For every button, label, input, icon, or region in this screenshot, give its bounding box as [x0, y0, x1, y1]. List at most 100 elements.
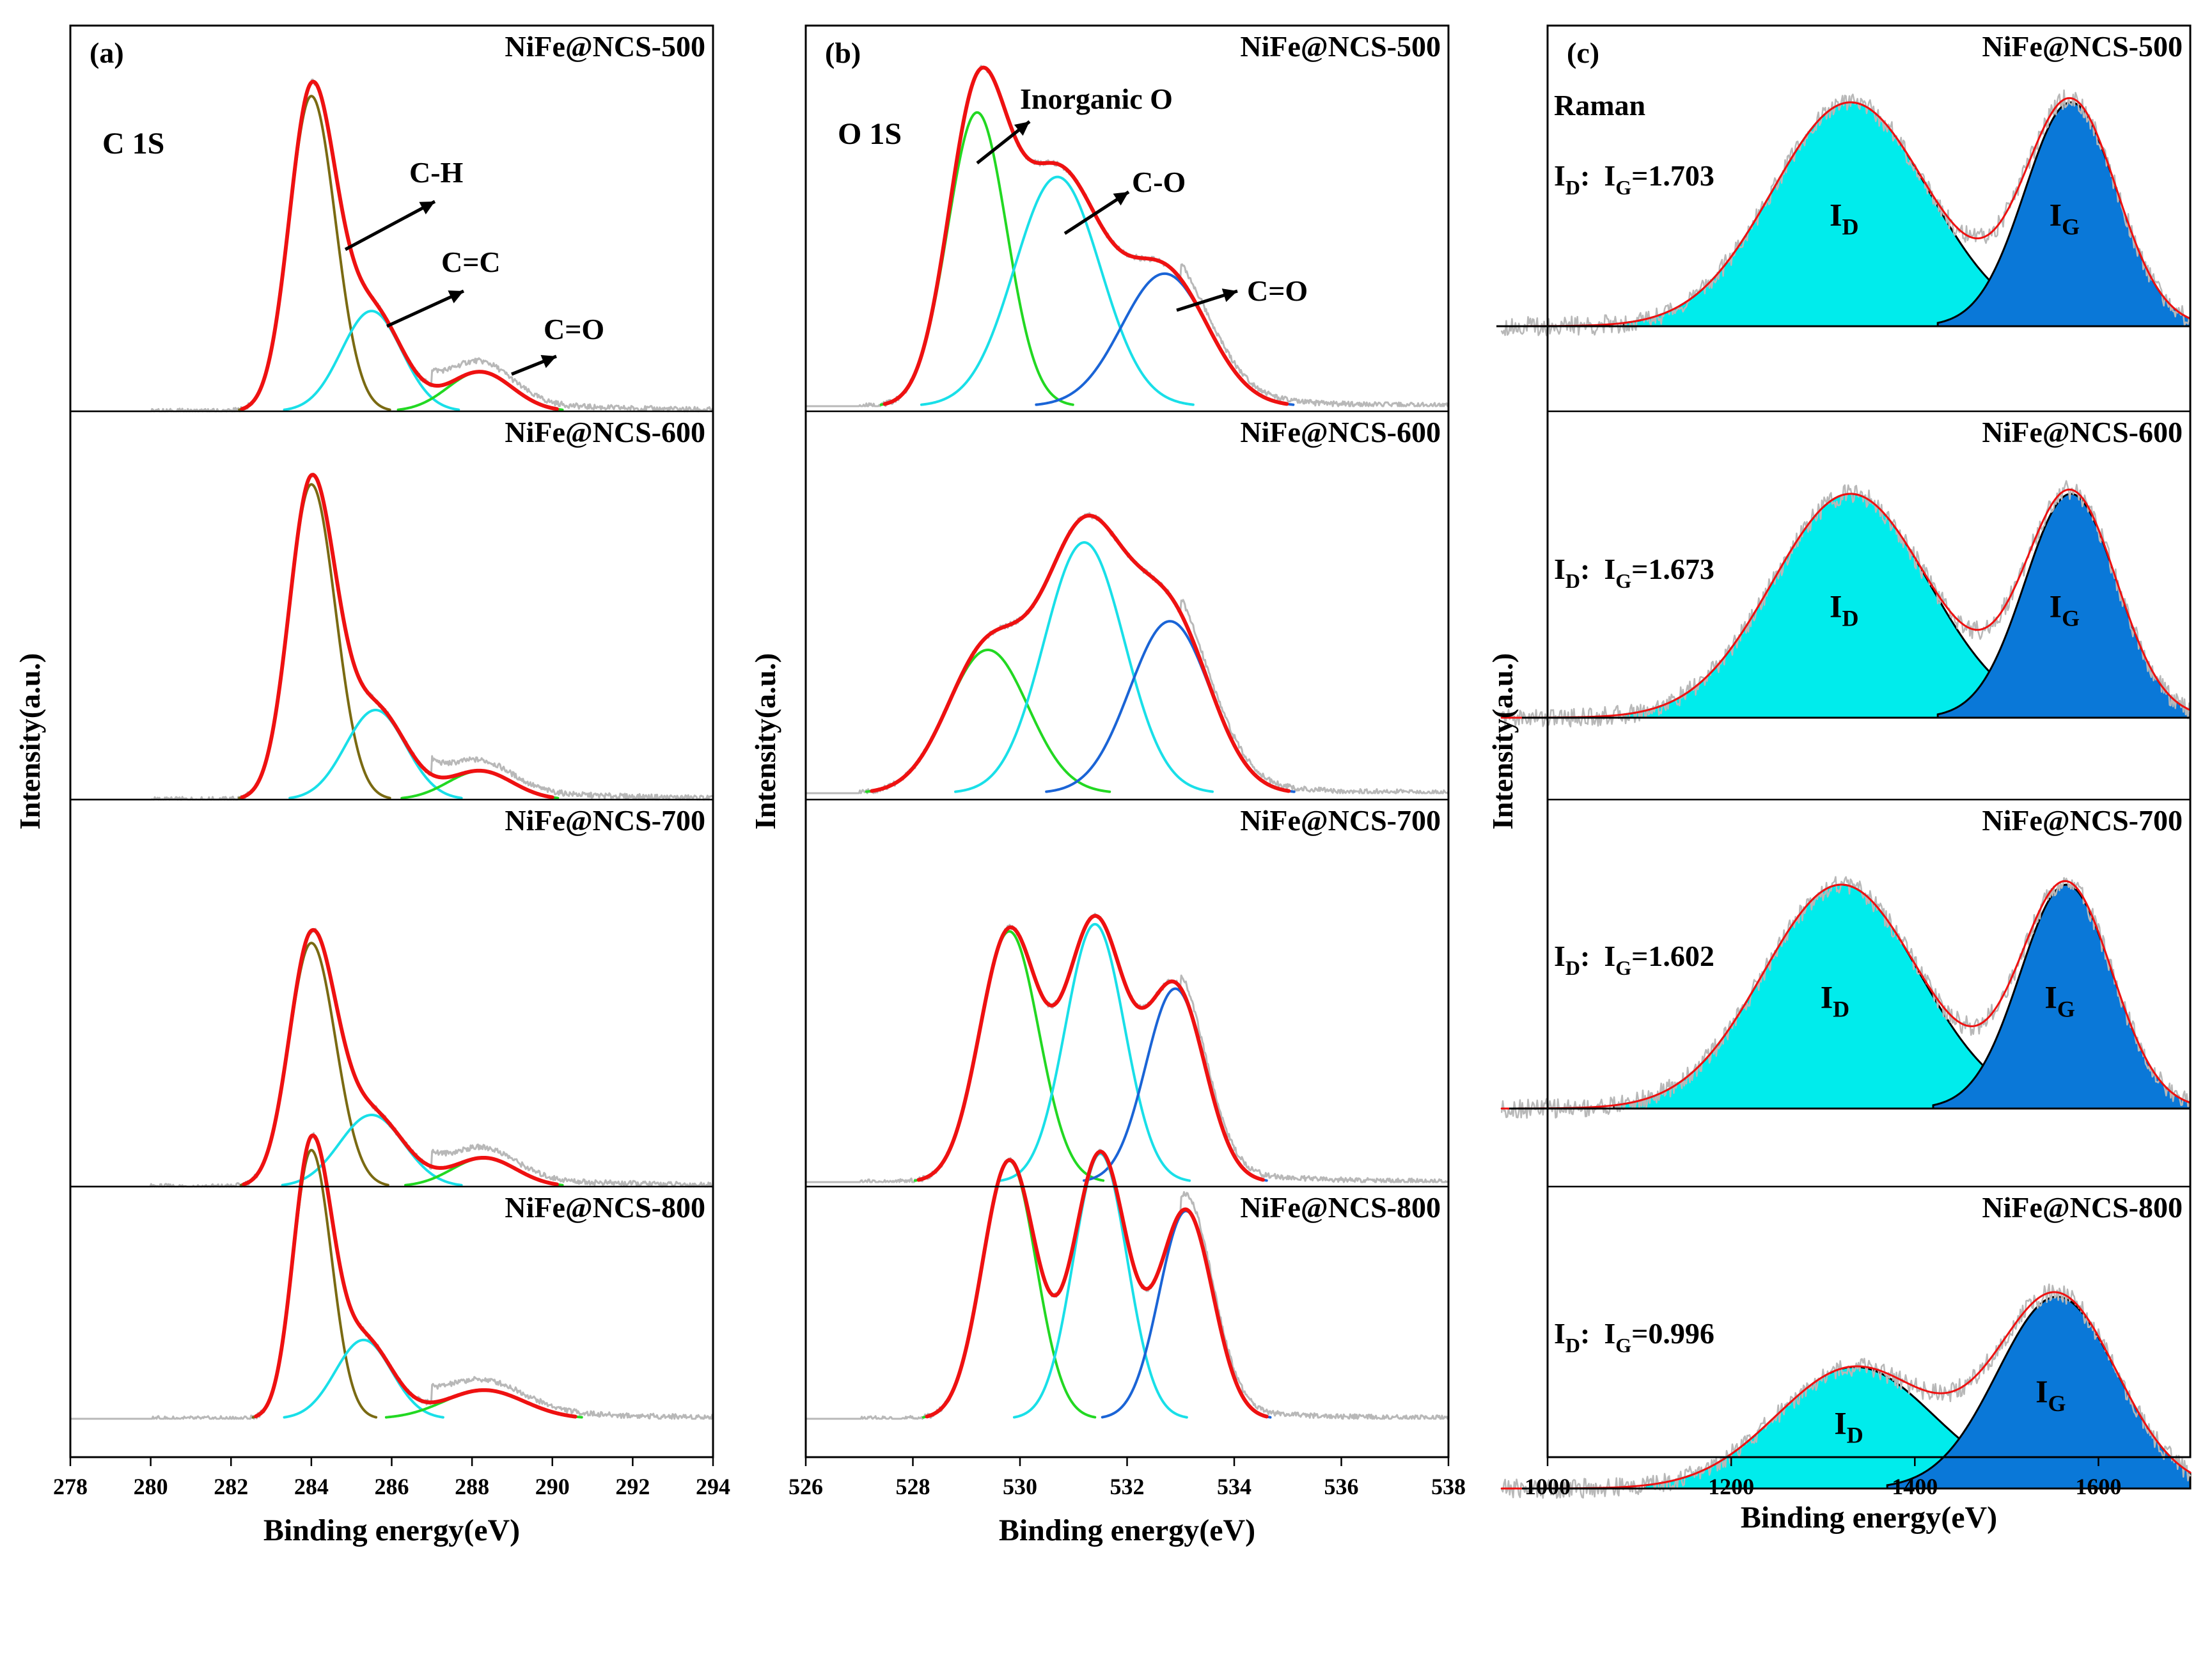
arrow-head-icon	[1221, 288, 1237, 303]
x-tick-label: 286	[375, 1474, 409, 1499]
raw-data-line	[804, 1148, 1450, 1420]
subplot-title: NiFe@NCS-600	[1982, 416, 2183, 448]
arrow-head-icon	[1113, 192, 1129, 206]
component-co-line	[1083, 987, 1268, 1182]
component-ch-line	[913, 930, 1105, 1182]
envelope-line	[254, 1133, 577, 1419]
ratio-g-sub: G	[1615, 569, 1631, 592]
band-letter: I	[1830, 197, 1842, 233]
ratio-label: ID: IG=1.602	[1554, 940, 1714, 979]
x-tick-label: 1400	[1892, 1474, 1938, 1499]
panel-a: NiFe@NCS-500 NiFe@NCS-600 NiFe@NCS-700 NiFe…	[13, 24, 730, 1547]
arrow-head-icon	[419, 201, 435, 215]
band-letter: I	[1821, 979, 1833, 1015]
x-tick-label: 538	[1431, 1474, 1466, 1499]
band-label-d: ID	[1830, 588, 1858, 631]
ratio-colon: :	[1580, 553, 1590, 585]
band-letter: I	[2036, 1373, 2048, 1409]
band-subscript: G	[2062, 214, 2080, 240]
raw-data-line	[69, 1132, 714, 1420]
envelope-line	[240, 473, 554, 800]
envelope-line	[882, 65, 1289, 406]
ratio-d-sub: D	[1565, 1334, 1580, 1357]
ratio-i-d: I	[1554, 940, 1565, 972]
panel-label: (c)	[1567, 36, 1599, 69]
band-subscript: G	[2048, 1391, 2066, 1416]
x-tick-label: 282	[214, 1474, 248, 1499]
x-tick-label: 532	[1110, 1474, 1145, 1499]
ratio-g-sub: G	[1615, 1334, 1631, 1357]
ratio-eq: =	[1631, 1317, 1648, 1350]
subplot-title: NiFe@NCS-800	[1240, 1191, 1441, 1224]
band-label-g: IG	[2050, 588, 2080, 631]
annotation-c-eq-o: C=O	[1247, 274, 1308, 307]
component-cc-line	[283, 310, 460, 411]
subplot-2: NiFe@NCS-600	[804, 416, 1450, 794]
band-subscript: D	[1842, 214, 1859, 240]
x-tick-label: 278	[53, 1474, 88, 1499]
band-label-g: IG	[2050, 197, 2080, 240]
ratio-value: 1.703	[1648, 159, 1714, 192]
annotation-c-o: C-O	[1132, 166, 1186, 198]
x-tick-label: 530	[1003, 1474, 1037, 1499]
y-axis-label: Intensity(a.u.)	[13, 653, 46, 830]
band-letter: I	[1830, 588, 1842, 624]
raw-data-line	[69, 473, 714, 801]
band-subscript: G	[2062, 606, 2080, 631]
spectrum-label: O 1S	[838, 117, 902, 151]
component-ch-line	[240, 942, 389, 1187]
envelope-line	[1500, 97, 2192, 328]
band-label-g: IG	[2044, 979, 2075, 1022]
arrow-head-icon	[540, 354, 556, 368]
x-tick-label: 528	[896, 1474, 930, 1499]
annotation-co: C=O	[544, 313, 604, 345]
envelope-line	[1500, 880, 2192, 1110]
component-cc-line	[920, 175, 1195, 406]
subplot-4: NiFe@NCS-800	[69, 1132, 714, 1420]
x-tick-label: 534	[1217, 1474, 1251, 1499]
subplot-title: NiFe@NCS-700	[1240, 804, 1441, 837]
plot-frame	[1546, 24, 2192, 1458]
subplot-title: NiFe@NCS-700	[505, 804, 705, 837]
ratio-i-d: I	[1554, 1317, 1565, 1350]
ratio-i-g: I	[1604, 159, 1615, 192]
annotation-cc: C=C	[441, 246, 501, 278]
x-axis-label: Binding energy(eV)	[1741, 1501, 1997, 1535]
ratio-eq: =	[1631, 553, 1648, 585]
band-letter: I	[2044, 979, 2057, 1015]
component-ch-line	[238, 483, 391, 800]
y-axis-label: Intensity(a.u.)	[749, 653, 781, 830]
band-subscript: G	[2057, 997, 2075, 1022]
ratio-colon: :	[1580, 1317, 1590, 1350]
band-subscript: D	[1842, 606, 1859, 631]
plot-frame	[69, 24, 714, 1458]
annotations-a: C-H C=C C=O	[344, 156, 604, 376]
arrow-head-icon	[1014, 122, 1030, 136]
x-tick-label: 294	[696, 1474, 730, 1499]
ratio-value: 1.602	[1648, 940, 1714, 972]
ratio-eq: =	[1631, 159, 1648, 192]
raw-data-line	[804, 912, 1450, 1183]
panel-label: (b)	[825, 36, 861, 69]
annotation-inorganic-o: Inorganic O	[1020, 83, 1173, 115]
component-cc-line	[281, 1114, 463, 1187]
x-tick-label: 290	[535, 1474, 570, 1499]
component-ch-line	[238, 95, 391, 411]
panel-b: NiFe@NCS-500 NiFe@NCS-600 NiFe@NCS-700 NiFe…	[749, 24, 1466, 1547]
raw-data-line	[804, 65, 1450, 407]
envelope-line	[242, 928, 559, 1187]
component-ch-line	[865, 649, 1111, 793]
arrow-head-icon	[448, 290, 464, 304]
subplot-title: NiFe@NCS-800	[505, 1191, 705, 1224]
band-label-g: IG	[2036, 1373, 2066, 1416]
ratio-colon: :	[1580, 940, 1590, 972]
ratio-d-sub: D	[1565, 176, 1580, 199]
envelope-line	[870, 514, 1291, 793]
band-letter: I	[2050, 197, 2062, 233]
envelope-line	[1500, 488, 2192, 719]
raw-data-line	[69, 78, 714, 413]
